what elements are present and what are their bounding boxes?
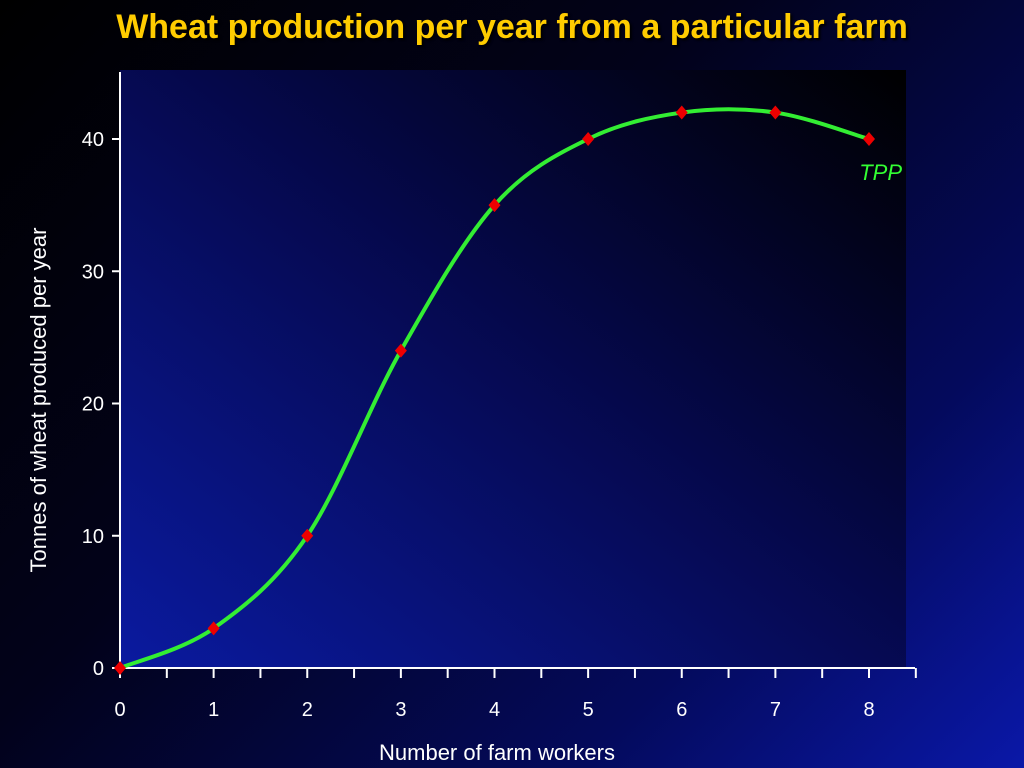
data-point-marker [394, 343, 407, 358]
x-axis-title: Number of farm workers [379, 740, 615, 765]
data-point-marker [863, 132, 875, 146]
x-tick-label: 7 [770, 699, 781, 721]
series-markers [114, 105, 875, 675]
y-tick-label: 0 [93, 658, 104, 680]
y-axis-ticks: 0 10 20 30 40 [82, 129, 120, 680]
series-label-tpp: TPP [859, 160, 902, 185]
plot-area [120, 70, 906, 668]
y-tick-label: 20 [82, 394, 104, 416]
data-point-marker [207, 621, 220, 636]
x-tick-label: 0 [114, 699, 125, 721]
x-tick-label: 8 [863, 699, 874, 721]
data-point-marker [114, 661, 126, 675]
x-tick-label: 5 [583, 699, 594, 721]
x-tick-label: 4 [489, 699, 500, 721]
y-tick-label: 40 [82, 129, 104, 151]
x-tick-label: 6 [676, 699, 687, 721]
x-tick-label: 2 [302, 699, 313, 721]
data-point-marker [675, 105, 688, 120]
series-line-tpp [118, 107, 871, 670]
y-tick-label: 30 [82, 261, 104, 283]
data-point-marker [488, 198, 501, 213]
data-point-marker [582, 132, 595, 146]
x-tick-label: 3 [395, 699, 406, 721]
x-tick-label: 1 [208, 699, 219, 721]
chart-title: Wheat production per year from a particu… [116, 8, 908, 46]
y-tick-label: 10 [82, 526, 104, 548]
y-axis-title: Tonnes of wheat produced per year [26, 228, 51, 573]
x-axis-ticks: 0 1 2 3 4 5 6 7 8 [114, 668, 917, 721]
data-point-marker [301, 528, 314, 543]
data-point-marker [769, 105, 782, 120]
